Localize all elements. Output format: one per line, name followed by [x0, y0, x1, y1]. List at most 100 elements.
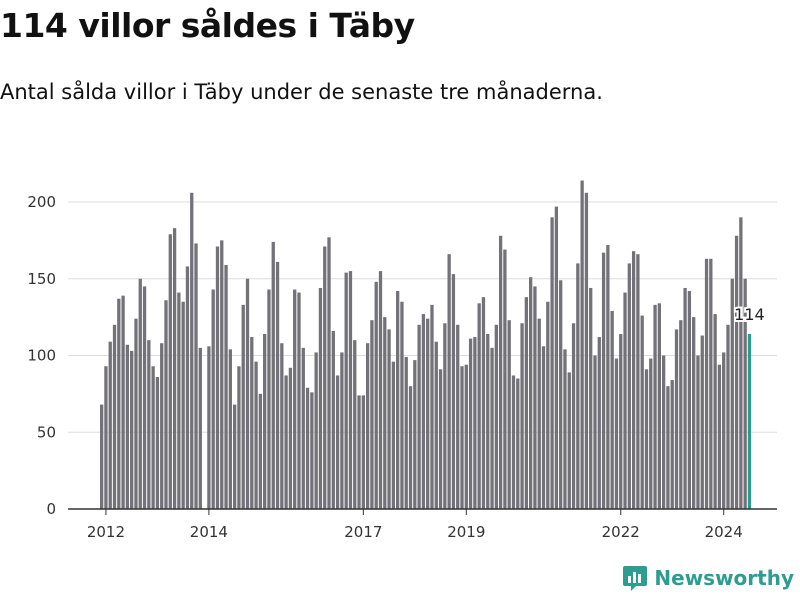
bar: [232, 404, 237, 509]
bar: [614, 358, 619, 509]
bar: [593, 355, 597, 509]
bar: [258, 393, 263, 510]
bar: [610, 310, 614, 509]
bar: [730, 278, 734, 509]
bar: [498, 235, 503, 509]
bar: [207, 346, 211, 509]
bar: [134, 318, 138, 509]
bar: [559, 280, 563, 509]
bar: [464, 364, 468, 509]
bar: [275, 261, 280, 509]
bar: [404, 357, 408, 509]
bar: [125, 344, 130, 509]
bar: [636, 254, 640, 509]
bar-highlight: [747, 334, 752, 509]
bar: [661, 355, 666, 509]
bar: [692, 317, 696, 510]
y-tick-label: 200: [27, 193, 56, 211]
bar: [696, 355, 700, 509]
bar: [580, 180, 584, 509]
bar: [374, 281, 378, 509]
bar: [331, 330, 335, 509]
bar: [138, 278, 142, 509]
bar: [241, 304, 245, 509]
bar: [327, 237, 331, 509]
bar: [361, 395, 365, 509]
bar: [250, 337, 254, 509]
bar: [348, 271, 353, 509]
bar: [288, 367, 293, 509]
bar: [211, 289, 215, 509]
bar: [683, 287, 687, 509]
bar: [601, 252, 606, 509]
bar: [443, 323, 447, 509]
y-axis: 0 50 100 150 200: [27, 193, 56, 518]
bar: [245, 278, 250, 509]
bar: [413, 360, 417, 509]
bar: [679, 320, 683, 509]
bar: [155, 376, 160, 509]
bar: [743, 278, 747, 509]
bar: [674, 329, 679, 509]
bar: [160, 343, 164, 509]
bar: [396, 291, 400, 509]
bar: [421, 314, 426, 509]
bar: [168, 234, 172, 510]
bar: [666, 386, 670, 509]
bar: [172, 228, 177, 509]
page-subtitle: Antal sålda villor i Täby under de senas…: [0, 80, 603, 104]
bar: [293, 289, 297, 509]
bar: [400, 301, 404, 509]
bar: [567, 372, 571, 509]
bar: [653, 304, 657, 509]
bar: [490, 347, 494, 509]
bar: [589, 287, 593, 509]
bar: [310, 392, 314, 509]
bar: [301, 347, 305, 509]
bar: [344, 272, 348, 509]
bar: [451, 274, 456, 509]
bar: [503, 249, 507, 509]
bar: [546, 301, 550, 509]
bar: [704, 258, 709, 509]
bar: [649, 358, 653, 509]
bar: [447, 254, 451, 509]
x-tick-label: 2012: [87, 523, 125, 541]
bar: [215, 246, 220, 509]
bar: [529, 277, 533, 509]
bar: [100, 404, 104, 509]
bar: [726, 324, 730, 509]
bar: [370, 320, 374, 509]
bar: [335, 375, 340, 509]
bar: [486, 334, 490, 509]
bar: [606, 244, 610, 510]
bar: [378, 271, 383, 509]
x-tick-label: 2024: [705, 523, 743, 541]
bar: [185, 266, 190, 509]
bar: [237, 366, 241, 509]
brand-logo: Newsworthy: [622, 564, 794, 592]
bar: [267, 289, 271, 509]
y-tick-label: 150: [27, 270, 56, 288]
bar: [357, 395, 361, 509]
bar: [541, 346, 546, 509]
bar: [228, 349, 232, 509]
bar-series: [100, 180, 752, 510]
bar: [117, 298, 121, 509]
bar: [494, 324, 498, 509]
bar: [194, 243, 198, 509]
bar: [284, 375, 288, 509]
bar: [198, 347, 202, 509]
bar: [130, 350, 134, 509]
x-tick-label: 2017: [344, 523, 382, 541]
bar: [280, 343, 284, 509]
bar: [263, 334, 267, 509]
bar: [456, 324, 460, 509]
bar: [533, 286, 537, 509]
bar: [112, 324, 117, 509]
bar: [473, 337, 477, 509]
bar: [271, 241, 275, 509]
x-tick-label: 2019: [447, 523, 485, 541]
bar: [739, 217, 743, 509]
